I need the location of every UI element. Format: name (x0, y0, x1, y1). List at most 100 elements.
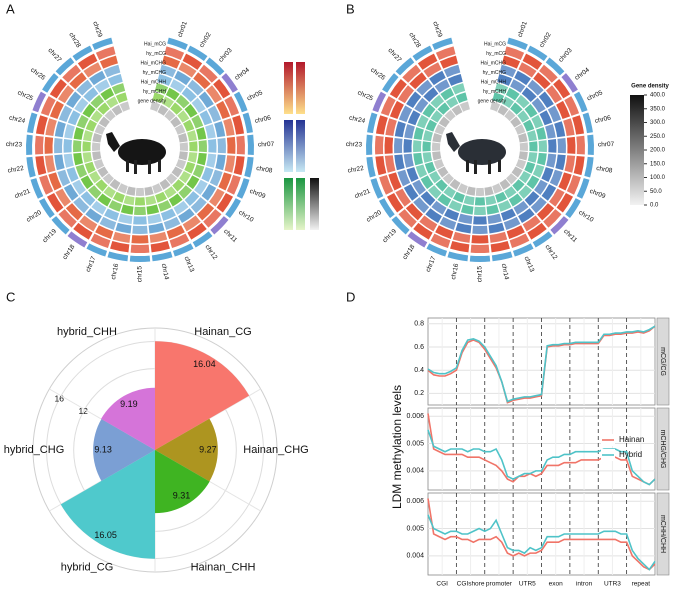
track-ring (201, 184, 217, 201)
legend-tick-label: 250.0 (650, 134, 666, 140)
category-label: hybrid_CG (61, 562, 114, 574)
track-ring (459, 101, 470, 112)
track-ring (533, 72, 551, 90)
chromosome-label: chr05 (246, 89, 264, 102)
goat-body (118, 139, 166, 165)
track-ring (199, 110, 213, 126)
track-ring (49, 79, 67, 99)
data-line (427, 514, 656, 571)
chromosome-label: chr25 (16, 89, 34, 102)
track-ring (197, 203, 215, 221)
track-ring (35, 115, 48, 135)
track-ring (233, 156, 245, 176)
track-ring (425, 208, 442, 224)
data-line (427, 413, 656, 486)
track-ring (543, 209, 562, 228)
track-ring (91, 200, 107, 215)
track-ring (178, 208, 195, 224)
track-ring (80, 175, 94, 190)
track-ring (434, 79, 450, 93)
value-label: 9.31 (173, 490, 191, 500)
legend-bar (296, 178, 305, 230)
track-ring (104, 208, 120, 221)
chromosome-label: chr09 (589, 188, 607, 201)
chromosome-band (233, 91, 248, 113)
track-ring (429, 70, 446, 86)
chromosome-label: chr23 (6, 141, 23, 148)
category-label: Hainan_CHH (191, 562, 256, 574)
track-ring (133, 216, 147, 225)
goat-leg (498, 160, 501, 172)
chromosome-band (247, 134, 254, 156)
track-ring (508, 193, 523, 207)
track-ring (89, 70, 106, 86)
chromosome-band (192, 231, 213, 248)
chromosome-label: chr19 (381, 228, 398, 245)
track-ring (58, 105, 73, 123)
legend-tick-label: 300.0 (650, 120, 666, 126)
track-ring (46, 192, 64, 213)
track-ring (541, 184, 557, 201)
track-ring (440, 87, 455, 101)
chromosome-band (527, 45, 548, 61)
track-ring (414, 97, 429, 113)
track-ring (546, 153, 557, 168)
track-ring (55, 188, 71, 207)
track-ring (531, 97, 546, 113)
track-ring (182, 53, 203, 70)
track-ring (145, 195, 157, 206)
category-label: hybrid_CHG (4, 444, 65, 456)
track-ring (500, 208, 516, 221)
track-ring (397, 85, 415, 104)
track-ring (422, 103, 436, 118)
track-ring (514, 70, 531, 86)
chromosome-band (172, 243, 194, 257)
chromosome-label: chr03 (217, 47, 233, 64)
chromosome-label: chr13 (522, 255, 535, 273)
legend-gradient (630, 95, 644, 205)
chromosome-band (42, 73, 59, 93)
chromosome-band (187, 45, 208, 61)
track-ring (166, 173, 178, 185)
track-ring (69, 72, 87, 90)
y-tick-label: 0.006 (406, 413, 424, 420)
track-ring (172, 179, 185, 192)
track-ring (413, 140, 422, 153)
track-ring (416, 114, 429, 129)
track-ring (439, 55, 458, 69)
track-ring (438, 116, 450, 128)
chromosome-label: chr17 (425, 255, 438, 273)
legend-label: Hainan (619, 435, 644, 444)
track-ring (492, 92, 505, 104)
chromosome-band (426, 243, 448, 257)
chromosome-label: chr14 (160, 263, 170, 281)
legend-bar (284, 178, 293, 230)
track-ring (545, 124, 556, 139)
track-ring (83, 87, 99, 102)
track-ring (76, 79, 93, 96)
chromosome-label: chr06 (594, 114, 612, 125)
x-tick-label: intron (576, 581, 593, 588)
track-ring (118, 213, 133, 225)
track-ring (526, 175, 540, 190)
track-ring (443, 64, 461, 78)
track-ring (98, 116, 110, 128)
track-label: hy_mCHH (143, 89, 166, 95)
track-ring (452, 191, 465, 203)
category-label: hybrid_CHH (57, 326, 117, 338)
track-ring (435, 225, 454, 239)
track-ring (549, 169, 563, 187)
track-ring (64, 124, 75, 139)
track-ring (545, 85, 563, 104)
track-ring (117, 183, 128, 194)
track-ring (216, 100, 231, 119)
chromosome-label: chr10 (237, 209, 255, 224)
track-ring (422, 152, 433, 163)
x-tick-label: UTR3 (604, 581, 621, 588)
y-tick-label: 0.8 (414, 321, 424, 328)
chromosome-label: chr24 (348, 115, 366, 126)
chromosome-band (550, 216, 569, 235)
goat-head (106, 132, 120, 152)
rose-bar (93, 419, 155, 481)
legend-title: Gene density (631, 84, 669, 90)
